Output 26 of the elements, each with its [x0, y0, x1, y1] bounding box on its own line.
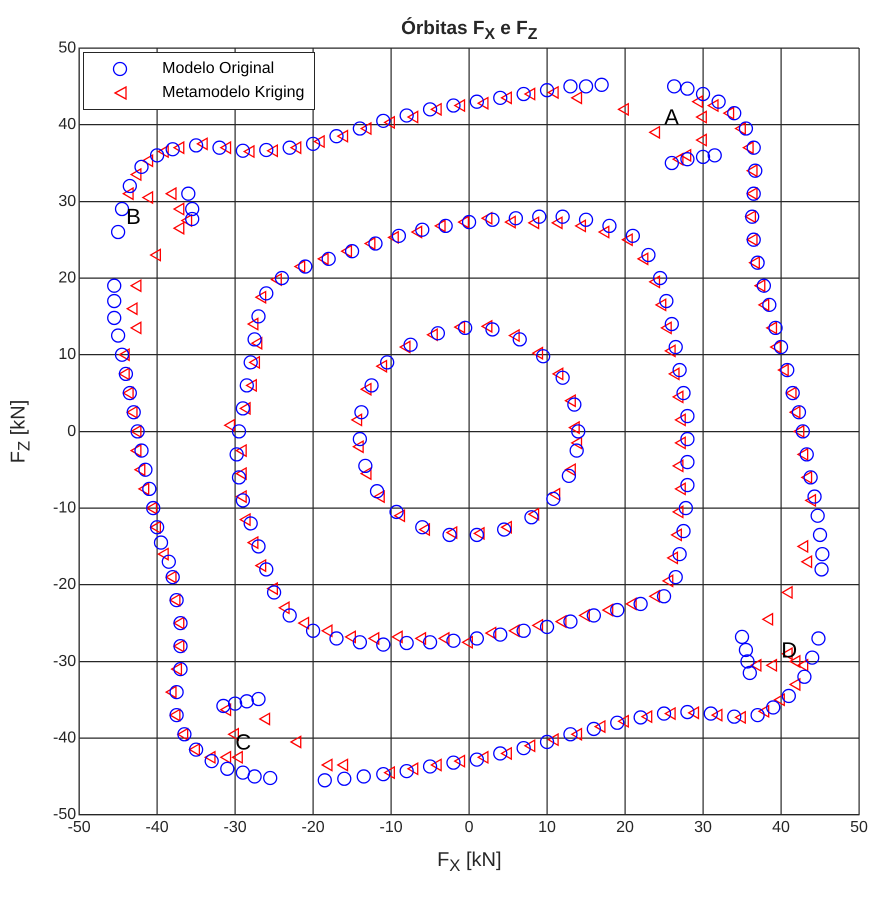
y-tick-label: 20	[58, 269, 76, 286]
x-tick-label: 20	[616, 818, 634, 836]
annotation: A	[664, 104, 680, 130]
x-tick-label: -30	[224, 818, 247, 836]
y-tick-label: 30	[58, 192, 76, 210]
x-tick-label: 50	[850, 818, 868, 836]
x-tick-label: -40	[146, 818, 169, 836]
x-tick-label: 30	[694, 818, 712, 836]
y-tick-label: 0	[67, 422, 76, 440]
y-tick-label: -30	[53, 652, 76, 670]
x-tick-label: 0	[464, 818, 474, 836]
annotation: B	[126, 204, 141, 230]
x-tick-label: -10	[380, 818, 403, 836]
y-tick-label: 40	[58, 116, 76, 134]
legend-label: Modelo Original	[162, 60, 274, 78]
x-tick-label: -20	[302, 818, 325, 836]
y-tick-label: 50	[58, 39, 76, 56]
x-tick-label: 10	[538, 818, 556, 836]
legend-label: Metamodelo Kriging	[162, 84, 304, 102]
y-tick-label: 10	[58, 346, 76, 364]
x-tick-label: 40	[772, 818, 790, 836]
y-tick-label: -20	[53, 576, 76, 594]
x-axis-title: F$_{X}$ [kN]	[437, 848, 502, 876]
chart-title: Órbitas F$_{X}$ e F$_{Z}$	[401, 18, 538, 44]
y-tick-label: -10	[53, 499, 76, 516]
y-tick-label: -40	[53, 730, 76, 747]
